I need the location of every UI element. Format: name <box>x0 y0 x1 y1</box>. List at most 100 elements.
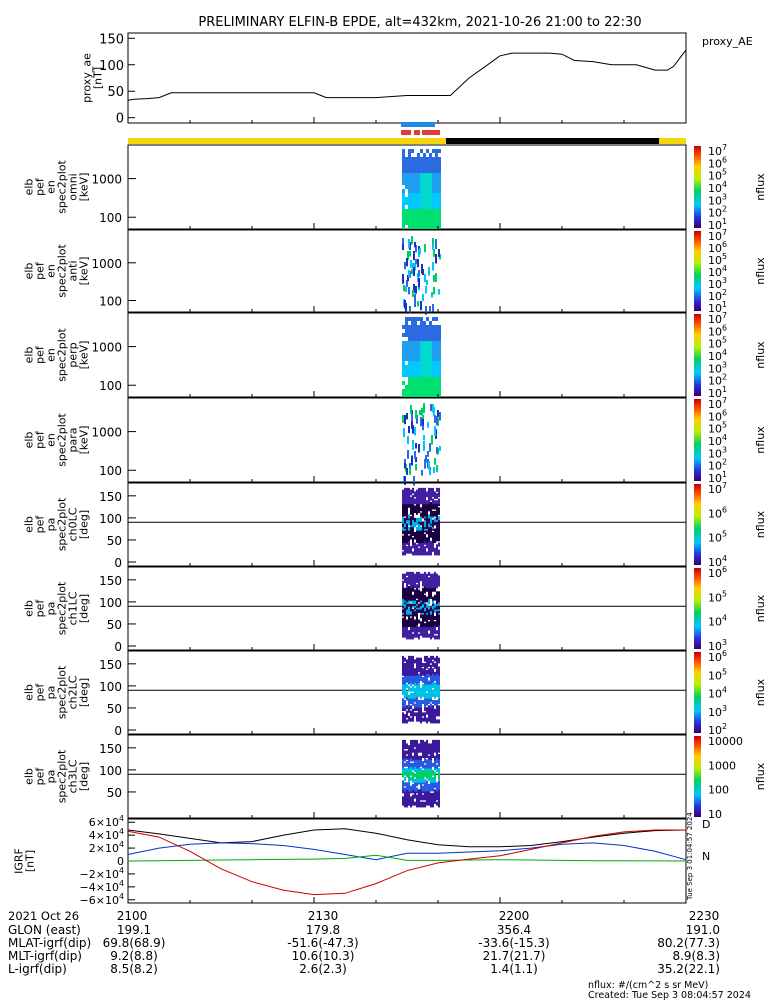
data-cell <box>436 764 438 769</box>
data-cell <box>426 673 428 678</box>
data-cell <box>414 365 417 369</box>
data-cell <box>434 500 436 505</box>
data-cell <box>416 675 418 680</box>
data-cell <box>406 705 408 710</box>
data-cell <box>414 619 416 624</box>
data-cell <box>415 443 417 449</box>
data-cell <box>417 337 420 341</box>
data-cell <box>432 341 435 345</box>
data-cell <box>434 784 436 788</box>
data-cell <box>414 692 416 697</box>
data-cell <box>408 337 411 341</box>
data-cell <box>408 149 411 153</box>
data-cell <box>417 273 419 282</box>
data-cell <box>434 580 436 585</box>
data-cell <box>410 603 412 608</box>
data-cell <box>438 792 440 797</box>
data-cell <box>418 677 420 682</box>
data-cell <box>414 596 416 601</box>
data-cell <box>408 498 410 503</box>
ylabel-line: elb <box>23 768 36 785</box>
data-cell <box>430 487 432 492</box>
data-cell <box>426 603 428 608</box>
data-cell <box>418 551 420 556</box>
data-cell <box>402 703 404 708</box>
ylabel-line: omni <box>67 173 80 200</box>
ytick-label: 6×104 <box>89 814 124 829</box>
data-cell <box>414 157 417 161</box>
data-cell <box>402 687 404 692</box>
data-cell <box>402 153 405 157</box>
data-cell <box>422 739 424 744</box>
data-cell <box>438 670 440 674</box>
ylabel-line: proxy_ae <box>81 53 94 103</box>
data-cell <box>408 373 411 377</box>
data-cell <box>406 605 408 610</box>
colorbar-tick-label: 102 <box>708 205 727 220</box>
data-cell <box>438 249 440 257</box>
data-cell <box>402 659 404 664</box>
data-cell <box>424 274 426 283</box>
data-cell <box>408 153 411 157</box>
data-cell <box>411 189 414 193</box>
data-cell <box>438 666 440 671</box>
data-cell <box>408 357 411 361</box>
data-cell <box>406 619 408 624</box>
data-cell <box>438 759 440 764</box>
data-cell <box>404 535 406 540</box>
data-cells <box>402 403 441 486</box>
colorbar-tick-label: 107 <box>708 228 727 243</box>
data-cell <box>408 341 411 345</box>
data-cell <box>426 377 429 381</box>
igrf-legend-n: N <box>702 850 710 863</box>
data-cell <box>420 217 423 221</box>
data-cell <box>405 357 408 361</box>
panel-frame <box>127 482 687 567</box>
data-cell <box>411 361 414 365</box>
data-cell <box>434 794 436 799</box>
data-cell <box>432 573 434 578</box>
data-cell <box>410 796 412 801</box>
data-cell <box>414 263 416 271</box>
data-cell <box>405 221 408 225</box>
data-cell <box>436 573 438 578</box>
data-cell <box>422 424 424 431</box>
data-cell <box>412 612 414 617</box>
data-cell <box>414 577 416 582</box>
ylabel-line: pef <box>34 683 47 702</box>
data-cell <box>414 385 417 389</box>
data-cell <box>438 329 441 333</box>
data-cell <box>414 773 416 778</box>
data-cell <box>432 353 435 357</box>
data-cell <box>428 626 430 631</box>
data-cell <box>404 517 406 522</box>
footer-value: 191.0 <box>686 923 720 937</box>
data-cell <box>424 546 426 551</box>
data-cell <box>430 703 432 708</box>
data-cell <box>423 201 426 205</box>
data-cell <box>438 173 441 177</box>
data-cell <box>416 500 418 505</box>
data-cell <box>417 225 420 229</box>
data-cell <box>405 329 408 333</box>
data-cell <box>436 630 438 635</box>
data-cell <box>426 149 429 153</box>
data-cell <box>432 633 434 638</box>
data-cell <box>423 377 426 381</box>
data-cell <box>418 487 420 492</box>
data-cell <box>422 700 424 704</box>
data-cell <box>436 514 438 519</box>
data-cell <box>418 682 420 687</box>
data-cell <box>418 789 420 794</box>
data-cell <box>422 801 424 806</box>
data-cell <box>434 616 436 620</box>
data-cell <box>426 580 428 585</box>
data-cell <box>439 412 441 421</box>
data-cell <box>412 537 414 542</box>
data-cell <box>429 169 432 173</box>
ylabel-line: pef <box>34 599 47 618</box>
ylabel-line: elb <box>23 347 36 364</box>
data-cell <box>423 317 426 321</box>
data-cell <box>420 185 423 189</box>
ylabel-line: [deg] <box>78 594 91 623</box>
